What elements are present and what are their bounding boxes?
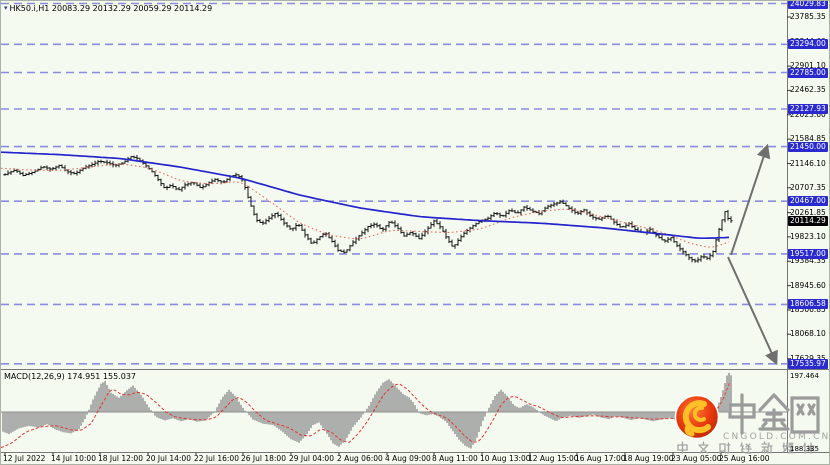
macd-scale-min: 188.335 [790, 445, 819, 453]
symbol-marker-icon: ▾ [4, 4, 8, 12]
watermark-domain: CNGOLD.COM.CN [723, 432, 830, 442]
macd-indicator-label: MACD(12,26,9) 174.951 155.037 [4, 372, 137, 381]
macd-scale-max: 197.464 [790, 372, 819, 380]
chart-title: ▾ HK50.i,H1 20083.29 20132.29 20059.29 20… [4, 4, 212, 13]
chart-title-text: HK50.i,H1 20083.29 20132.29 20059.29 201… [9, 4, 213, 13]
